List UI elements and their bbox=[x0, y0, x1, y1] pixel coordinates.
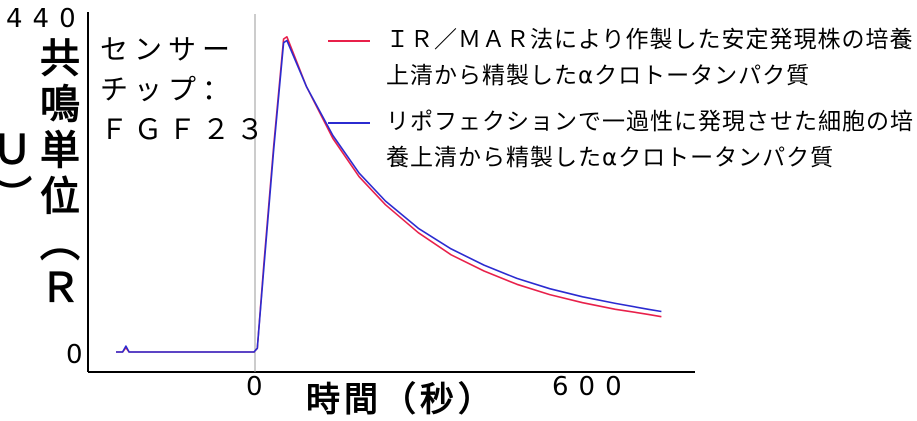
sensor-chip-line-1: センサー bbox=[100, 33, 237, 66]
sensor-chip-line-3: ＦＧＦ２３ bbox=[100, 113, 271, 146]
y-axis-title: 共鳴単位（ＲＵ） bbox=[0, 37, 79, 313]
legend-swatch-transient bbox=[328, 122, 370, 124]
series-line-transient bbox=[116, 39, 662, 353]
sensor-chip-annotation: センサー チップ： ＦＧＦ２３ bbox=[100, 30, 270, 150]
x-tick-label-600: 600 bbox=[552, 372, 632, 402]
legend-label-stable: ＩＲ／ＭＡＲ法により作製した安定発現株の培養上清から精製したαクロトータンパク質 bbox=[386, 27, 914, 89]
x-axis-title: 時間（秒） bbox=[306, 380, 496, 420]
legend-swatch-stable bbox=[328, 40, 370, 42]
legend-label-transient: リポフェクションで一過性に発現させた細胞の培養上清から精製したαクロトータンパク… bbox=[386, 109, 914, 171]
y-tick-label-max: 440 bbox=[6, 4, 86, 34]
sensor-chip-line-2: チップ： bbox=[100, 73, 237, 106]
y-tick-label-zero: 0 bbox=[66, 340, 93, 370]
x-tick-label-zero: 0 bbox=[246, 372, 273, 402]
